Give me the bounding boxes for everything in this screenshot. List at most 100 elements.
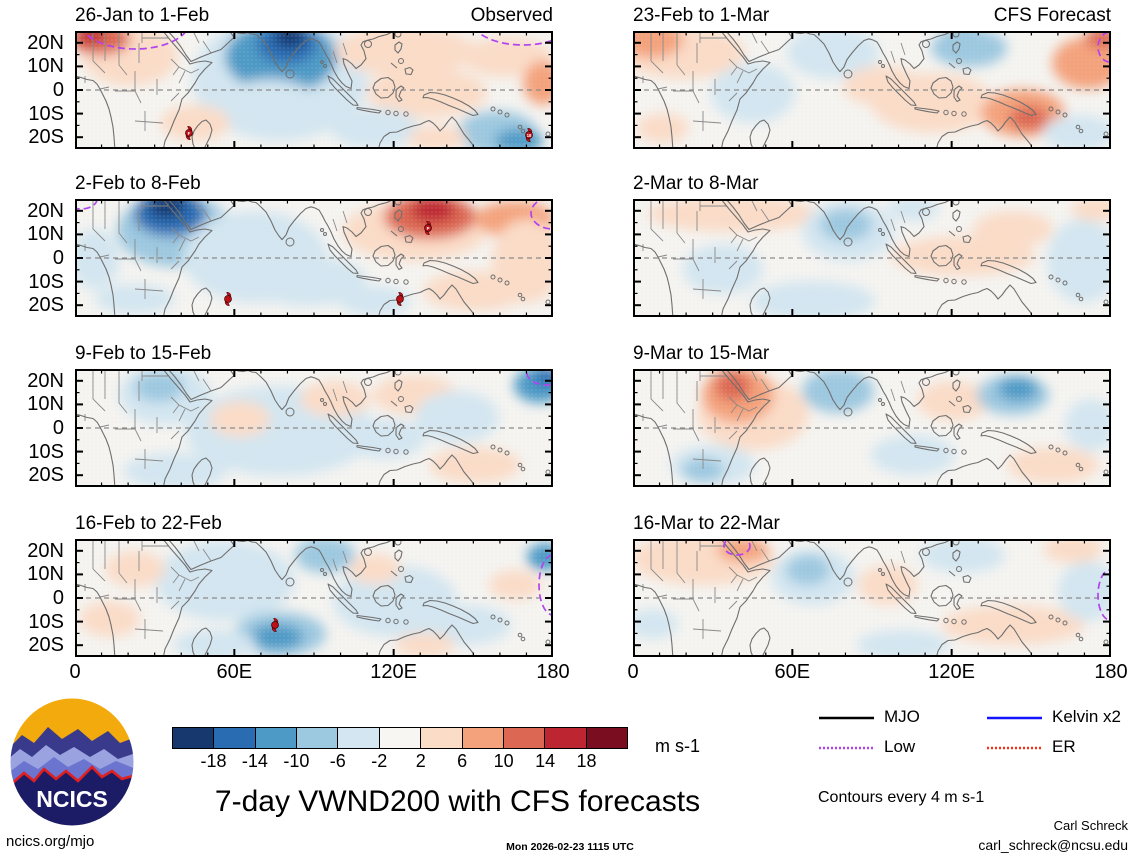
island bbox=[943, 109, 949, 116]
country-borders bbox=[642, 539, 906, 639]
coastlines bbox=[633, 31, 1037, 149]
island bbox=[1062, 450, 1068, 456]
panel-title: 16-Mar to 22-Mar bbox=[633, 513, 780, 534]
panel-border bbox=[75, 31, 553, 149]
y-axis-label: 10S bbox=[28, 102, 64, 125]
y-axis-label: 20S bbox=[28, 294, 64, 317]
country-borders bbox=[84, 31, 348, 131]
figure-title: 7-day VWND200 with CFS forecasts bbox=[214, 785, 701, 818]
panel-border bbox=[633, 539, 1111, 657]
legend-line-swatch bbox=[987, 716, 1042, 720]
panel-title: 16-Feb to 22-Feb bbox=[75, 513, 222, 534]
island bbox=[393, 448, 399, 455]
tropical-cyclone-icon: 18 bbox=[525, 128, 533, 142]
island bbox=[956, 58, 962, 64]
colorbar-segment bbox=[378, 728, 421, 748]
low-contour bbox=[530, 199, 553, 230]
island bbox=[878, 228, 882, 232]
island bbox=[843, 407, 853, 417]
island bbox=[943, 617, 949, 624]
island bbox=[398, 566, 404, 572]
map-panel bbox=[633, 369, 1111, 487]
map-panel bbox=[75, 369, 553, 487]
y-axis-label: 0 bbox=[52, 417, 64, 439]
logo-text: NCICS bbox=[36, 786, 108, 812]
island bbox=[843, 69, 853, 79]
x-axis-label: 120E bbox=[928, 661, 976, 683]
legend-label: MJO bbox=[884, 707, 920, 726]
tropical-cyclone-icon bbox=[224, 292, 232, 306]
island bbox=[385, 617, 391, 624]
y-axis-label: 20S bbox=[28, 126, 64, 149]
island bbox=[403, 449, 409, 455]
island bbox=[961, 449, 967, 455]
island bbox=[956, 396, 962, 402]
y-axis-label: 20N bbox=[27, 31, 64, 54]
island bbox=[490, 444, 496, 450]
y-axis-label: 10N bbox=[27, 563, 64, 586]
y-axis-label: 10N bbox=[27, 55, 64, 78]
panel-title: 9-Feb to 15-Feb bbox=[75, 343, 212, 364]
island bbox=[385, 277, 391, 284]
logo-base bbox=[10, 767, 134, 826]
island bbox=[320, 568, 324, 572]
island bbox=[961, 619, 967, 625]
island bbox=[364, 548, 372, 556]
panel-border bbox=[633, 199, 1111, 317]
island bbox=[1078, 128, 1084, 134]
colorbar-value: -2 bbox=[371, 751, 388, 771]
island bbox=[323, 64, 327, 68]
island bbox=[364, 208, 372, 216]
map-grid: 26-Jan to 1-Feb Observed F 18 2-Feb to 8-Feb… bbox=[27, 5, 1127, 683]
map-panel: F 18 bbox=[75, 31, 553, 149]
island bbox=[545, 639, 551, 645]
island bbox=[403, 279, 409, 285]
island bbox=[843, 577, 853, 587]
coastlines bbox=[633, 539, 1037, 657]
colorbar-segment bbox=[254, 728, 297, 748]
colorbar-value: 2 bbox=[415, 751, 426, 771]
svg-text:F: F bbox=[188, 131, 191, 136]
island bbox=[497, 617, 503, 623]
map-panel: P bbox=[75, 199, 553, 317]
island bbox=[504, 620, 510, 626]
coastlines bbox=[75, 199, 479, 317]
island bbox=[1055, 447, 1061, 453]
island bbox=[956, 566, 962, 572]
island bbox=[1048, 614, 1054, 620]
island bbox=[520, 296, 526, 302]
y-axis-label: 0 bbox=[52, 79, 64, 101]
island bbox=[881, 402, 885, 406]
island bbox=[403, 111, 409, 117]
island bbox=[520, 466, 526, 472]
colorbar-segment bbox=[296, 728, 338, 748]
island bbox=[517, 632, 523, 638]
island bbox=[398, 396, 404, 402]
island bbox=[1078, 636, 1084, 642]
island bbox=[490, 274, 496, 280]
svg-text:18: 18 bbox=[527, 133, 532, 138]
island bbox=[285, 407, 295, 417]
island bbox=[320, 60, 324, 64]
island bbox=[393, 618, 399, 625]
island bbox=[385, 447, 391, 454]
island bbox=[504, 450, 510, 456]
island bbox=[497, 447, 503, 453]
island bbox=[881, 232, 885, 236]
map-panel bbox=[633, 31, 1111, 149]
colorbar-value: -6 bbox=[329, 751, 346, 771]
country-borders bbox=[84, 539, 348, 639]
island bbox=[1078, 296, 1084, 302]
island bbox=[878, 60, 882, 64]
y-axis-label: 20S bbox=[28, 464, 64, 487]
colorbar-segment bbox=[585, 728, 627, 748]
island bbox=[517, 292, 523, 298]
island bbox=[394, 199, 402, 206]
timestamp: Mon 2026-02-23 1115 UTC bbox=[506, 841, 634, 853]
colorbar-segment bbox=[337, 728, 379, 748]
x-axis-label: 120E bbox=[370, 661, 418, 683]
panel-corner-label: Observed bbox=[470, 5, 553, 26]
island bbox=[393, 110, 399, 117]
y-axis-label: 10S bbox=[28, 440, 64, 463]
